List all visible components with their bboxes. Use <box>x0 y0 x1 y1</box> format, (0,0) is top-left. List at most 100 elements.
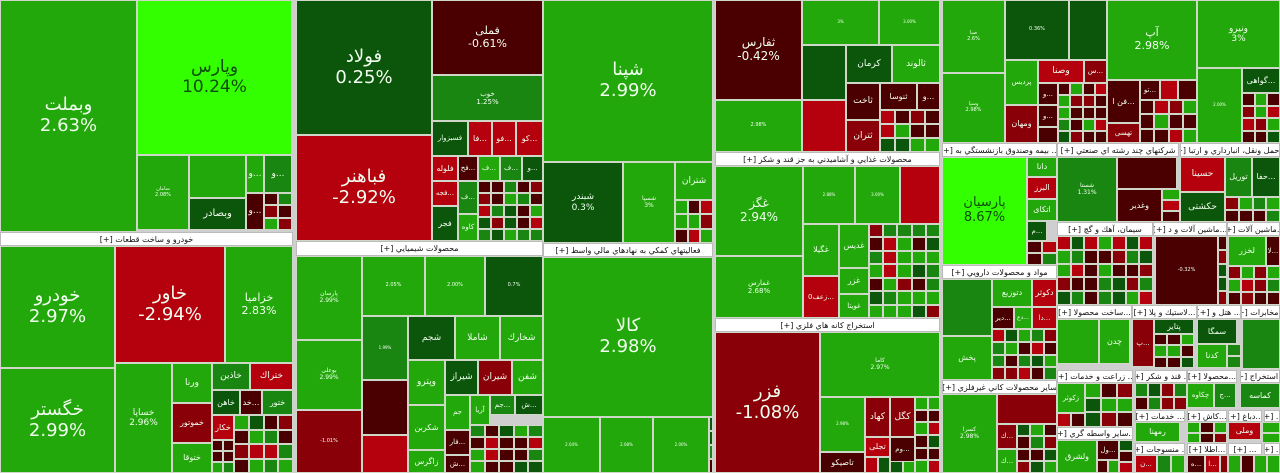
stock-tile-small[interactable] <box>1183 100 1197 114</box>
stock-tile-small[interactable] <box>499 437 514 449</box>
stock-tile-small[interactable] <box>1220 455 1228 473</box>
stock-tile-small[interactable] <box>1084 264 1098 277</box>
stock-tile-small[interactable] <box>1218 236 1227 250</box>
stock-tile-small[interactable] <box>1169 114 1183 129</box>
stock-tile-small[interactable] <box>897 291 912 305</box>
stock-tile-small[interactable] <box>912 224 926 237</box>
stock-tile[interactable]: ختوقا <box>172 443 212 473</box>
stock-tile-small[interactable] <box>1242 118 1255 131</box>
stock-tile[interactable]: ...پ <box>1132 319 1154 367</box>
stock-tile-small[interactable] <box>1253 197 1266 210</box>
stock-tile-small[interactable] <box>1218 250 1227 264</box>
sector-header[interactable]: ...ساير واسطه گري [+] <box>1057 427 1133 440</box>
stock-tile-small[interactable] <box>869 278 883 291</box>
stock-tile-small[interactable] <box>1058 83 1070 95</box>
stock-tile-small[interactable] <box>1044 329 1057 342</box>
stock-tile-small[interactable] <box>1135 397 1148 410</box>
stock-tile-small[interactable] <box>912 291 926 305</box>
stock-tile-small[interactable] <box>504 217 517 229</box>
stock-tile-small[interactable] <box>1031 329 1044 342</box>
stock-tile-small[interactable] <box>1253 210 1266 222</box>
stock-tile-small[interactable] <box>1181 334 1194 345</box>
stock-tile-small[interactable] <box>1218 277 1227 291</box>
stock-tile[interactable]: زاگرس <box>408 450 445 473</box>
stock-tile-small[interactable] <box>1018 342 1031 355</box>
stock-tile[interactable]: ...دع <box>1014 307 1032 329</box>
stock-tile-small[interactable] <box>897 264 912 278</box>
sector-header[interactable]: مواد و محصولات دارويي [+] <box>942 265 1057 279</box>
stock-tile-small[interactable] <box>926 264 940 278</box>
stock-tile-small[interactable] <box>1267 93 1280 106</box>
stock-tile[interactable] <box>362 435 408 473</box>
stock-tile-small[interactable] <box>212 451 223 462</box>
stock-tile-small[interactable] <box>897 251 912 264</box>
stock-tile-small[interactable] <box>912 305 926 318</box>
stock-tile-small[interactable] <box>675 229 688 243</box>
stock-tile-small[interactable] <box>264 415 278 430</box>
stock-tile-small[interactable] <box>1154 100 1169 114</box>
stock-tile-small[interactable] <box>485 461 499 473</box>
stock-tile-small[interactable] <box>249 415 264 430</box>
stock-tile-small[interactable] <box>1071 264 1084 277</box>
stock-tile-small[interactable] <box>688 229 700 243</box>
stock-tile-small[interactable] <box>915 460 928 473</box>
stock-tile-small[interactable] <box>928 410 940 422</box>
stock-tile-small[interactable] <box>915 422 928 435</box>
stock-tile-small[interactable] <box>499 449 514 461</box>
stock-tile-small[interactable] <box>992 342 1005 355</box>
stock-tile-small[interactable] <box>910 124 925 138</box>
stock-tile-small[interactable] <box>530 193 543 205</box>
stock-tile[interactable]: ...ك <box>997 424 1017 449</box>
stock-tile-small[interactable] <box>1095 95 1107 107</box>
stock-tile[interactable]: وبصادر <box>189 198 246 230</box>
stock-tile-small[interactable] <box>1161 383 1174 397</box>
stock-tile-small[interactable] <box>1057 264 1071 277</box>
stock-tile[interactable]: وملی <box>1228 422 1261 440</box>
stock-tile[interactable]: فولاد 0.25% <box>296 0 432 135</box>
stock-tile[interactable]: وغدير <box>1117 189 1162 222</box>
stock-tile[interactable]: خگستر 2.99% <box>0 368 115 473</box>
stock-tile-small[interactable] <box>1057 236 1071 250</box>
stock-tile-small[interactable] <box>1183 129 1197 143</box>
stock-tile-small[interactable] <box>895 124 910 138</box>
stock-tile[interactable]: آريا <box>470 395 490 425</box>
stock-tile-small[interactable] <box>278 205 292 218</box>
stock-tile-small[interactable] <box>1017 449 1030 461</box>
sector-header[interactable]: خودرو و ساخت قطعات [+] <box>0 232 293 246</box>
stock-tile[interactable]: ...فن ا <box>1107 80 1140 123</box>
stock-tile-small[interactable] <box>1112 264 1126 277</box>
stock-tile-small[interactable] <box>234 415 249 430</box>
stock-tile[interactable]: حسينا <box>1180 157 1225 192</box>
stock-tile-small[interactable] <box>1228 279 1241 292</box>
stock-tile-small[interactable] <box>869 251 883 264</box>
stock-tile-small[interactable] <box>1044 449 1057 461</box>
stock-tile-small[interactable] <box>1225 210 1239 222</box>
stock-tile-small[interactable] <box>1070 107 1083 119</box>
stock-tile-small[interactable] <box>1117 398 1133 412</box>
stock-tile[interactable]: خاهن <box>212 390 240 415</box>
stock-tile-small[interactable] <box>1167 345 1181 357</box>
stock-tile-small[interactable] <box>264 430 278 444</box>
stock-tile-small[interactable] <box>1254 455 1267 473</box>
stock-tile[interactable]: ...ف <box>500 156 522 181</box>
stock-tile[interactable]: ...ف <box>458 181 478 214</box>
stock-tile[interactable]: ...ش <box>445 455 470 473</box>
stock-tile-small[interactable] <box>992 355 1005 367</box>
stock-tile-small[interactable] <box>895 110 910 124</box>
stock-tile-small[interactable] <box>278 218 292 230</box>
stock-tile-small[interactable] <box>1071 291 1084 305</box>
stock-tile[interactable]: شخارك <box>500 316 543 360</box>
stock-tile[interactable]: ...دا <box>1032 307 1057 329</box>
stock-tile-small[interactable] <box>928 448 940 460</box>
stock-tile[interactable]: ثتران <box>846 120 880 152</box>
stock-tile[interactable]: فسبزوار <box>432 121 468 156</box>
stock-tile-small[interactable] <box>1027 241 1042 253</box>
stock-tile-small[interactable] <box>1167 357 1181 368</box>
stock-tile-small[interactable] <box>1200 422 1214 433</box>
stock-tile[interactable]: سمگا <box>1197 319 1237 344</box>
stock-tile[interactable]: چدن <box>1099 319 1130 364</box>
stock-tile-small[interactable] <box>1267 106 1280 118</box>
stock-tile-small[interactable] <box>1044 367 1057 380</box>
stock-tile-small[interactable] <box>883 224 897 237</box>
stock-tile-small[interactable] <box>928 422 940 435</box>
